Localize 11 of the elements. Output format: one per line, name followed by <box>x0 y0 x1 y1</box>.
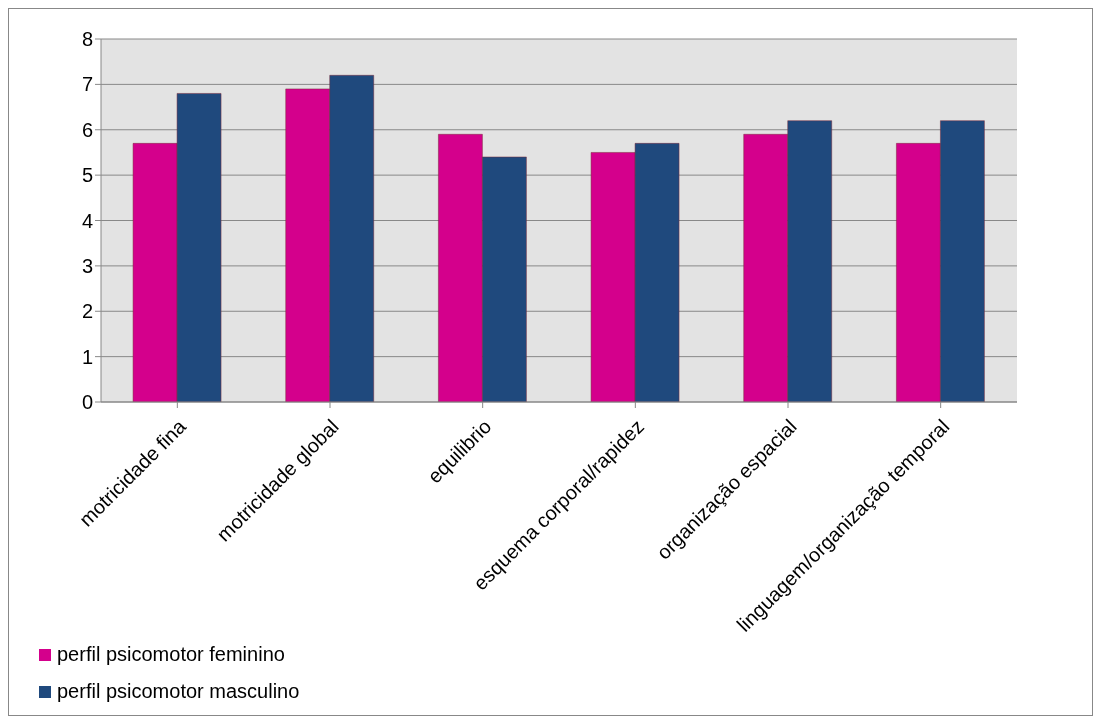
y-tick-label: 4 <box>81 209 93 232</box>
y-tick-label: 2 <box>81 300 93 323</box>
legend-label: perfil psicomotor masculino <box>57 680 300 703</box>
y-tick-label: 3 <box>81 254 93 277</box>
y-tick-label: 0 <box>81 391 93 414</box>
y-tick-label: 1 <box>81 345 93 368</box>
y-tick-label: 8 <box>81 28 93 51</box>
y-tick-label: 5 <box>81 164 93 187</box>
y-tick-label: 6 <box>81 118 93 141</box>
y-tick-label: 7 <box>81 73 93 96</box>
legend-label: perfil psicomotor feminino <box>57 643 285 666</box>
